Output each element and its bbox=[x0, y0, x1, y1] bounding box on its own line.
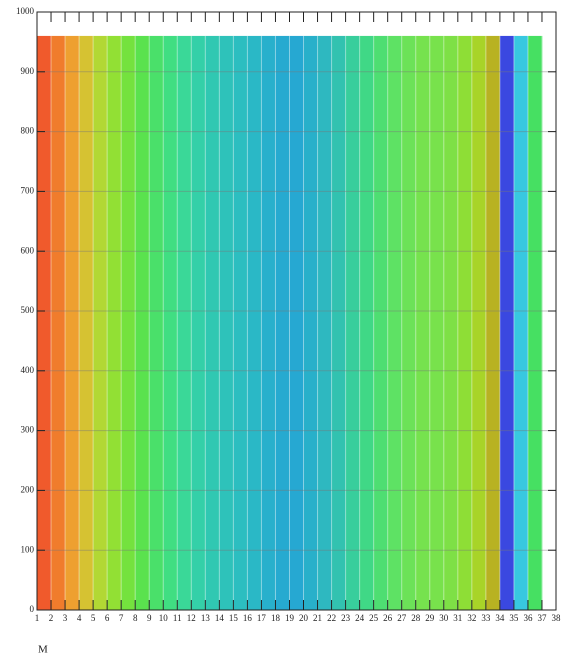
heatmap-column bbox=[457, 35, 473, 611]
x-tick-label: 7 bbox=[119, 613, 124, 623]
heatmap-column bbox=[289, 35, 305, 611]
heatmap-column bbox=[149, 35, 164, 611]
heatmap-column bbox=[387, 35, 403, 611]
x-tick-label: 25 bbox=[369, 613, 379, 623]
heatmap-column bbox=[247, 35, 262, 611]
heatmap-column bbox=[401, 35, 417, 611]
x-tick-label: 17 bbox=[257, 613, 267, 623]
x-tick-label: 19 bbox=[285, 613, 295, 623]
x-tick-label: 22 bbox=[327, 613, 336, 623]
heatmap-column bbox=[135, 35, 150, 611]
heatmap-column bbox=[121, 35, 136, 611]
x-tick-label: 11 bbox=[173, 613, 182, 623]
heatmap-column bbox=[429, 35, 445, 611]
x-tick-label: 2 bbox=[49, 613, 54, 623]
x-tick-label: 1 bbox=[35, 613, 40, 623]
heatmap-column bbox=[93, 35, 108, 611]
x-tick-label: 9 bbox=[147, 613, 152, 623]
x-tick-label: 30 bbox=[439, 613, 449, 623]
heatmap-column bbox=[219, 35, 234, 611]
x-tick-label: 34 bbox=[495, 613, 505, 623]
x-tick-label: 13 bbox=[201, 613, 211, 623]
heatmap-column bbox=[51, 35, 66, 611]
heatmap-column bbox=[177, 35, 192, 611]
heatmap-column bbox=[471, 35, 487, 611]
heatmap-column bbox=[317, 35, 333, 611]
heatmap-column bbox=[373, 35, 389, 611]
heatmap-column bbox=[415, 35, 431, 611]
x-tick-label: 5 bbox=[91, 613, 96, 623]
x-tick-label: 21 bbox=[313, 613, 322, 623]
x-tick-label: 23 bbox=[341, 613, 351, 623]
y-tick-label: 900 bbox=[21, 66, 35, 76]
x-tick-label: 31 bbox=[453, 613, 462, 623]
x-tick-label: 4 bbox=[77, 613, 82, 623]
y-tick-label: 600 bbox=[21, 245, 35, 255]
y-tick-label: 100 bbox=[21, 544, 35, 554]
y-tick-label: 400 bbox=[21, 365, 35, 375]
heatmap-column bbox=[485, 35, 501, 611]
x-tick-label: 37 bbox=[537, 613, 547, 623]
x-tick-label: 27 bbox=[397, 613, 407, 623]
heatmap-column bbox=[261, 35, 276, 611]
x-tick-label: 15 bbox=[229, 613, 239, 623]
heatmap-column bbox=[513, 35, 529, 611]
y-tick-label: 0 bbox=[30, 604, 35, 614]
heatmap-column bbox=[499, 35, 515, 611]
heatmap-column bbox=[163, 35, 178, 611]
x-tick-label: 10 bbox=[159, 613, 169, 623]
heatmap-column bbox=[65, 35, 80, 611]
heatmap-column bbox=[443, 35, 459, 611]
x-tick-label: 36 bbox=[523, 613, 533, 623]
x-tick-label: 20 bbox=[299, 613, 309, 623]
heatmap-column bbox=[331, 35, 347, 611]
x-tick-label: 12 bbox=[187, 613, 196, 623]
heatmap-column bbox=[345, 35, 361, 611]
x-tick-label: 33 bbox=[481, 613, 491, 623]
y-tick-label: 700 bbox=[21, 185, 35, 195]
x-tick-label: 26 bbox=[383, 613, 393, 623]
y-tick-label: 300 bbox=[21, 425, 35, 435]
heatmap-column bbox=[191, 35, 206, 611]
heatmap-column bbox=[107, 35, 122, 611]
x-tick-label: 16 bbox=[243, 613, 253, 623]
x-tick-label: 38 bbox=[552, 613, 562, 623]
x-tick-label: 32 bbox=[467, 613, 476, 623]
x-tick-label: 3 bbox=[63, 613, 68, 623]
heatmap-column bbox=[527, 35, 543, 611]
heatmap-column bbox=[79, 35, 94, 611]
x-tick-label: 28 bbox=[411, 613, 421, 623]
x-tick-label: 6 bbox=[105, 613, 110, 623]
x-tick-label: 35 bbox=[509, 613, 519, 623]
y-tick-label: 500 bbox=[21, 305, 35, 315]
heatmap-column bbox=[37, 35, 52, 611]
y-tick-label: 800 bbox=[21, 126, 35, 136]
x-tick-label: 8 bbox=[133, 613, 138, 623]
heatmap-column bbox=[359, 35, 375, 611]
heatmap-column bbox=[233, 35, 248, 611]
x-axis-label: M bbox=[38, 644, 48, 656]
heatmap-column bbox=[275, 35, 290, 611]
plot-frame bbox=[36, 11, 557, 611]
x-tick-label: 18 bbox=[271, 613, 281, 623]
heatmap-column bbox=[303, 35, 319, 611]
y-tick-label: 1000 bbox=[16, 6, 35, 16]
x-tick-label: 29 bbox=[425, 613, 435, 623]
heatmap-column bbox=[205, 35, 220, 611]
x-tick-label: 14 bbox=[215, 613, 225, 623]
x-tick-label: 24 bbox=[355, 613, 365, 623]
y-tick-label: 200 bbox=[21, 484, 35, 494]
